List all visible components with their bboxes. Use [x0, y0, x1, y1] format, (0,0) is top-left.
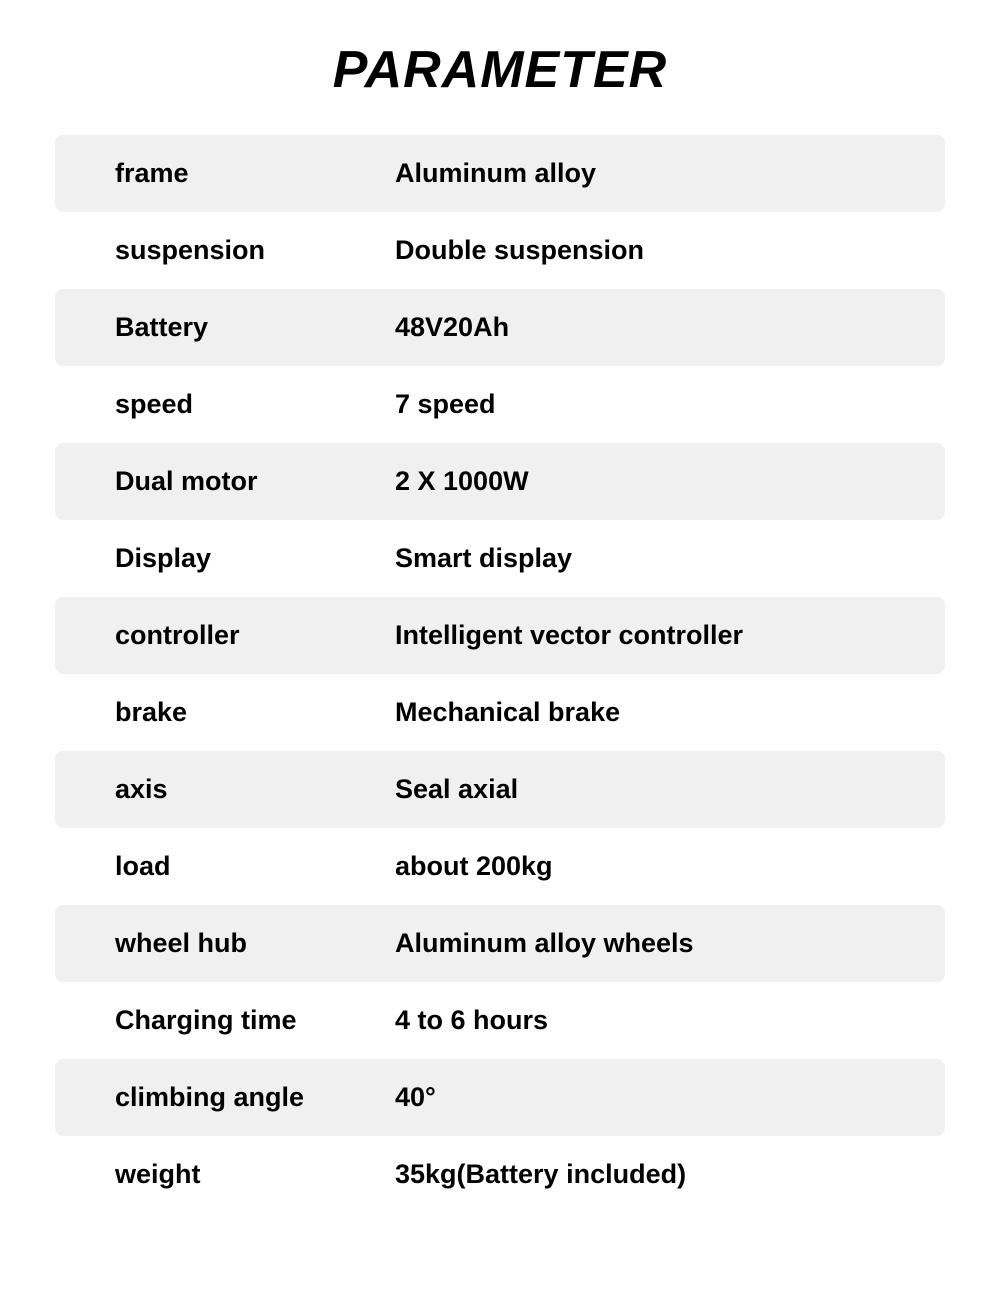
param-value: Intelligent vector controller [395, 620, 885, 651]
param-label: Display [115, 543, 395, 574]
param-value: 48V20Ah [395, 312, 885, 343]
param-value: 7 speed [395, 389, 885, 420]
page-title: PARAMETER [55, 40, 945, 100]
param-label: wheel hub [115, 928, 395, 959]
table-row: Battery 48V20Ah [55, 289, 945, 366]
param-value: Mechanical brake [395, 697, 885, 728]
parameter-table: frame Aluminum alloy suspension Double s… [55, 135, 945, 1213]
param-label: speed [115, 389, 395, 420]
param-label: frame [115, 158, 395, 189]
param-value: 2 X 1000W [395, 466, 885, 497]
param-value: Double suspension [395, 235, 885, 266]
param-value: Seal axial [395, 774, 885, 805]
table-row: controller Intelligent vector controller [55, 597, 945, 674]
param-value: 35kg(Battery included) [395, 1159, 885, 1190]
param-value: 4 to 6 hours [395, 1005, 885, 1036]
param-label: controller [115, 620, 395, 651]
param-label: climbing angle [115, 1082, 395, 1113]
param-label: load [115, 851, 395, 882]
param-label: Charging time [115, 1005, 395, 1036]
param-value: Smart display [395, 543, 885, 574]
table-row: speed 7 speed [55, 366, 945, 443]
table-row: Charging time 4 to 6 hours [55, 982, 945, 1059]
param-label: Battery [115, 312, 395, 343]
param-value: about 200kg [395, 851, 885, 882]
param-value: Aluminum alloy [395, 158, 885, 189]
table-row: Display Smart display [55, 520, 945, 597]
table-row: brake Mechanical brake [55, 674, 945, 751]
table-row: wheel hub Aluminum alloy wheels [55, 905, 945, 982]
table-row: suspension Double suspension [55, 212, 945, 289]
param-label: weight [115, 1159, 395, 1190]
param-label: axis [115, 774, 395, 805]
table-row: axis Seal axial [55, 751, 945, 828]
table-row: Dual motor 2 X 1000W [55, 443, 945, 520]
table-row: load about 200kg [55, 828, 945, 905]
param-label: suspension [115, 235, 395, 266]
param-label: Dual motor [115, 466, 395, 497]
table-row: weight 35kg(Battery included) [55, 1136, 945, 1213]
table-row: frame Aluminum alloy [55, 135, 945, 212]
param-label: brake [115, 697, 395, 728]
table-row: climbing angle 40° [55, 1059, 945, 1136]
param-value: Aluminum alloy wheels [395, 928, 885, 959]
param-value: 40° [395, 1082, 885, 1113]
